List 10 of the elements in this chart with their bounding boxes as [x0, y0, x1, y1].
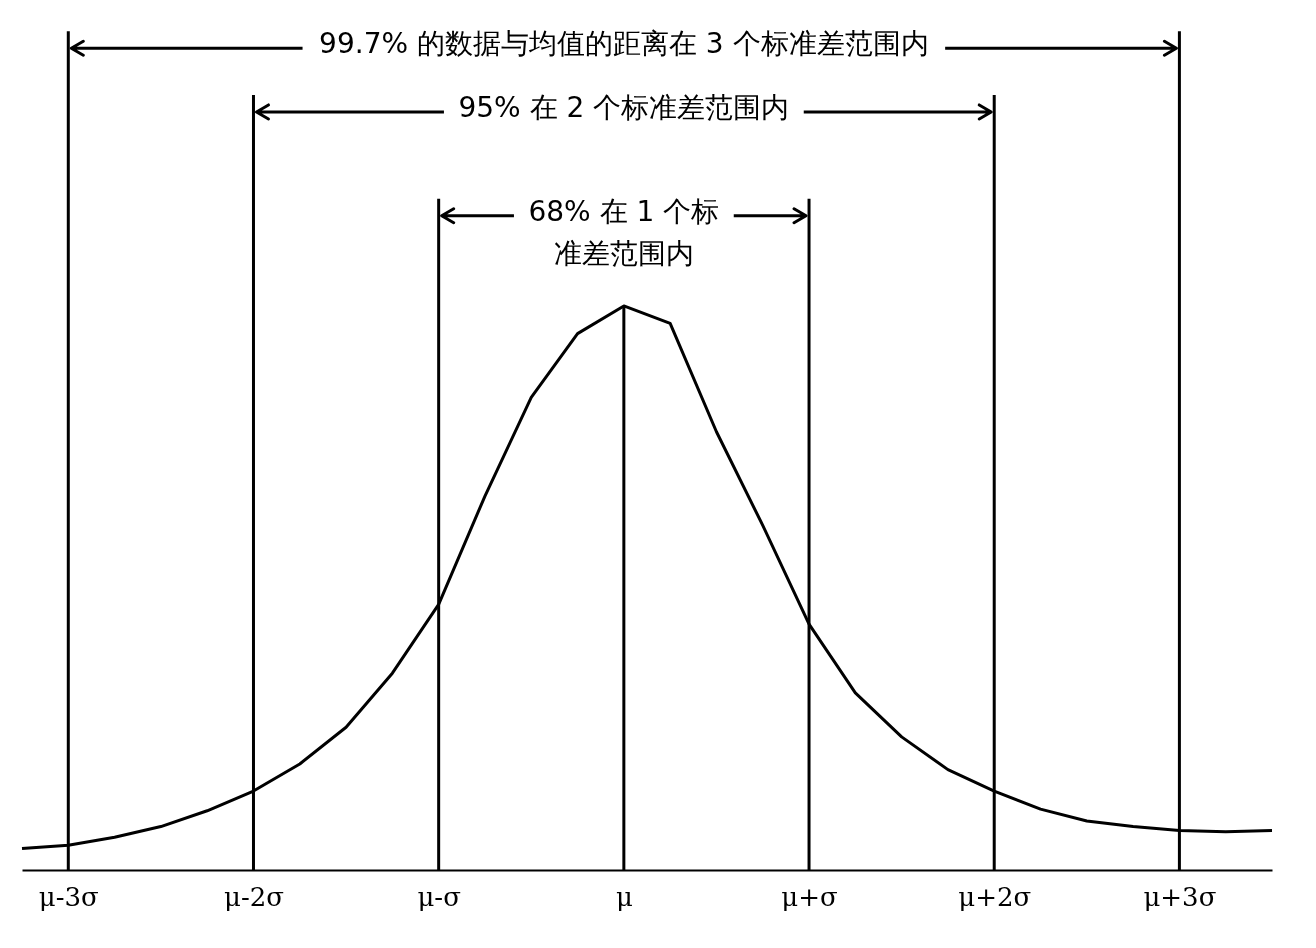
x-tick-label: μ+3σ [1143, 881, 1217, 912]
x-tick-label: μ-2σ [223, 881, 284, 912]
x-tick-label: μ-3σ [38, 881, 99, 912]
x-tick-label: μ-σ [417, 881, 461, 912]
x-tick-label: μ+2σ [958, 881, 1032, 912]
text: 68% 在 1 个标准差范围内 [528, 194, 720, 270]
x-tick-label: μ+σ [781, 881, 838, 912]
x-tick-label: μ [615, 881, 633, 912]
text: 95% 在 2 个标准差范围内 [458, 91, 790, 125]
text: 99.7% 的数据与均值的距离在 3 个标准差范围内 [319, 27, 929, 61]
